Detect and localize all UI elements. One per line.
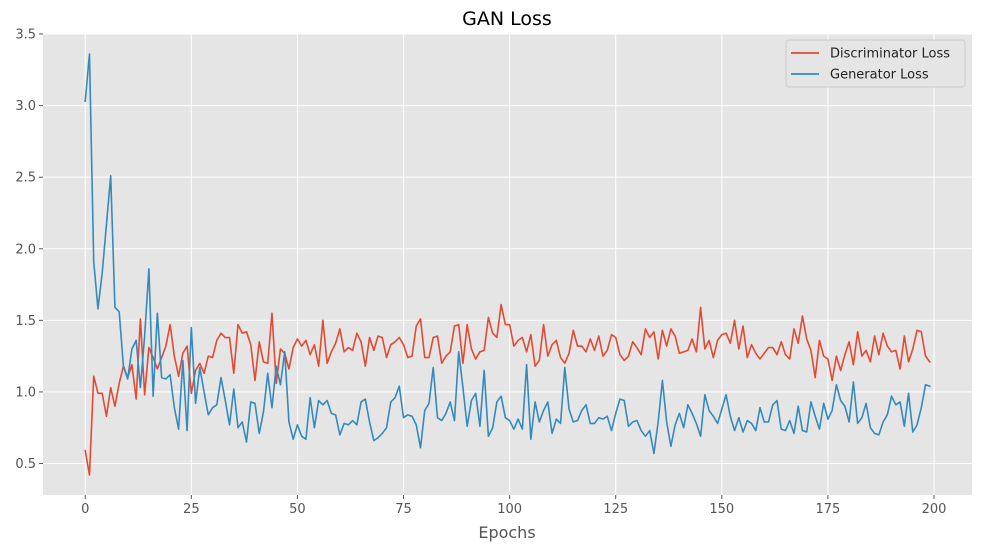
- x-tick-label: 25: [183, 502, 200, 517]
- x-tick-label: 50: [289, 502, 306, 517]
- x-tick-label: 0: [81, 502, 89, 517]
- x-tick-label: 125: [603, 502, 628, 517]
- y-tick-label: 2.0: [15, 242, 36, 257]
- series-layer: [84, 53, 931, 476]
- y-tick-label: 1.5: [15, 314, 36, 329]
- grid-lines: [43, 33, 972, 495]
- legend: Discriminator Loss Generator Loss: [785, 39, 966, 88]
- x-axis-ticks: 0 25 50 75 100 125 150 175 200: [81, 495, 946, 517]
- x-tick-label: 100: [497, 502, 522, 517]
- x-axis-label: Epochs: [478, 523, 535, 542]
- legend-box: [785, 39, 966, 88]
- x-tick-label: 75: [395, 502, 412, 517]
- legend-label: Discriminator Loss: [830, 47, 950, 62]
- x-tick-label: 175: [816, 502, 841, 517]
- y-tick-label: 3.5: [15, 28, 36, 43]
- y-tick-label: 3.0: [15, 99, 36, 114]
- y-axis-ticks: 0.5 1.0 1.5 2.0 2.5 3.0 3.5: [15, 28, 43, 472]
- legend-label: Generator Loss: [830, 68, 929, 83]
- y-tick-label: 0.5: [15, 457, 36, 472]
- chart-title: GAN Loss: [462, 8, 552, 30]
- x-tick-label: 200: [922, 502, 947, 517]
- series-line-discriminator-loss: [84, 303, 931, 476]
- y-tick-label: 2.5: [15, 171, 36, 186]
- x-tick-label: 150: [709, 502, 734, 517]
- y-tick-label: 1.0: [15, 385, 36, 400]
- plot-area: [43, 34, 972, 495]
- series-line-generator-loss: [84, 53, 931, 455]
